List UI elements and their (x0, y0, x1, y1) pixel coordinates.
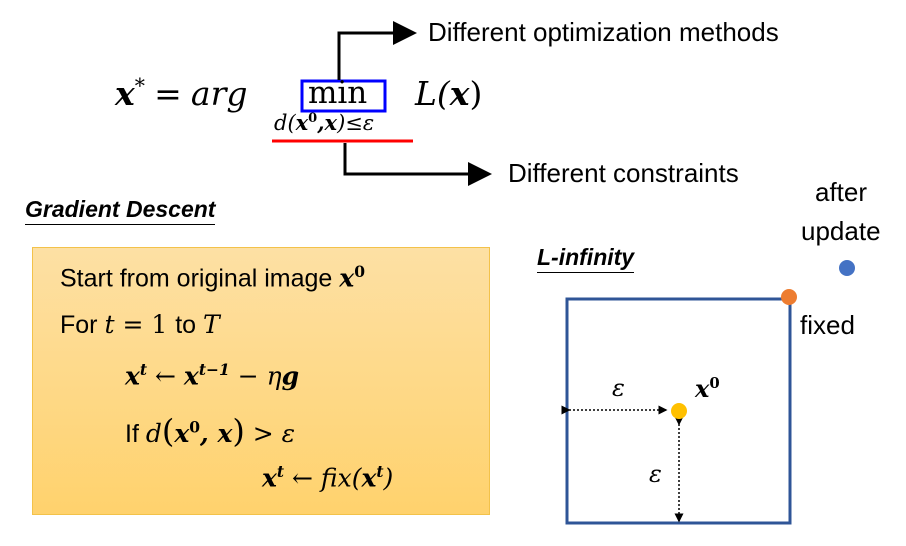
xt-sup: t (139, 360, 148, 379)
xt1-sup: t−1 (198, 360, 230, 379)
arrow: ← (284, 463, 321, 493)
arrow: ← (147, 361, 184, 391)
epsilon-horizontal-label: ε (612, 374, 625, 402)
updated-point-dot (839, 260, 855, 276)
sub-x: ,x (317, 110, 338, 135)
algorithm-box (32, 247, 490, 515)
update-label: update (801, 216, 881, 246)
algo-line-for: For t = 1 to T (60, 310, 220, 340)
constraints-annotation: Different constraints (508, 158, 739, 188)
star-sup: * (134, 74, 145, 98)
fixed-point-dot (781, 289, 797, 305)
algo-line-fix: xt ← fix(xt) (262, 462, 393, 493)
eq-one: = 1 (114, 310, 176, 339)
x0-var: x (339, 263, 355, 293)
algo-line-update: xt ← xt−1 − ηg (125, 360, 299, 391)
if-text: If (125, 420, 146, 448)
methods-arrow (337, 21, 417, 80)
xt1: x (183, 361, 199, 391)
linf-heading: L-infinity (537, 244, 635, 273)
loss-term: L(x) (415, 74, 482, 113)
T-var: T (203, 310, 220, 339)
loss-L: L( (415, 74, 450, 113)
fix-close: ) (383, 463, 394, 493)
constraint-subscript: d(x0,x)≤ε (274, 110, 374, 136)
g: g (281, 361, 300, 391)
x0-sup: 0 (189, 417, 201, 437)
min-highlight-box (300, 79, 387, 113)
eta: η (266, 361, 282, 391)
loss-close: ) (469, 74, 483, 113)
to-text: to (175, 311, 203, 339)
xt: x (262, 463, 277, 493)
xt: x (125, 361, 140, 391)
x0: x (174, 419, 190, 448)
minus: − (229, 361, 267, 391)
x: , x (200, 419, 233, 448)
fix: fix( (320, 463, 362, 493)
open: ( (161, 412, 175, 450)
x0-label: x0 (695, 374, 720, 404)
arg: arg (190, 74, 248, 113)
algo-line-if: If d(x0, x) > ε (125, 412, 295, 450)
origin-point-dot (671, 403, 687, 419)
x0-sup: 0 (354, 262, 365, 281)
min-operator: min (308, 75, 368, 111)
loss-x: x (449, 74, 470, 113)
methods-annotation: Different optimization methods (428, 17, 779, 47)
sub-x0-sup: 0 (308, 111, 318, 126)
constraints-arrow (343, 143, 492, 186)
x0-sup: 0 (709, 374, 720, 392)
fix-x-sup: t (376, 462, 384, 481)
x-star: x (115, 74, 135, 113)
x0-var: x (695, 374, 710, 403)
gradient-descent-heading: Gradient Descent (25, 196, 216, 225)
for-text: For (60, 311, 105, 339)
algo-line-start: Start from original image x0 (60, 262, 365, 293)
sub-rest: )≤ε (337, 111, 375, 135)
fix-x: x (361, 463, 377, 493)
close: ) (232, 412, 245, 450)
fixed-label: fixed (800, 310, 855, 340)
epsilon-vertical-label: ε (649, 460, 662, 488)
objective-formula: x* = arg (115, 74, 247, 113)
d: d (145, 419, 162, 448)
sub-x0: x (295, 110, 309, 135)
gt-eps: > ε (244, 419, 296, 448)
sub-d: d( (274, 111, 296, 135)
equals: = (154, 74, 182, 113)
start-text: Start from original image (60, 264, 340, 293)
t-var: t (104, 310, 115, 339)
after-label: after (815, 177, 868, 207)
xt-sup: t (276, 462, 285, 481)
